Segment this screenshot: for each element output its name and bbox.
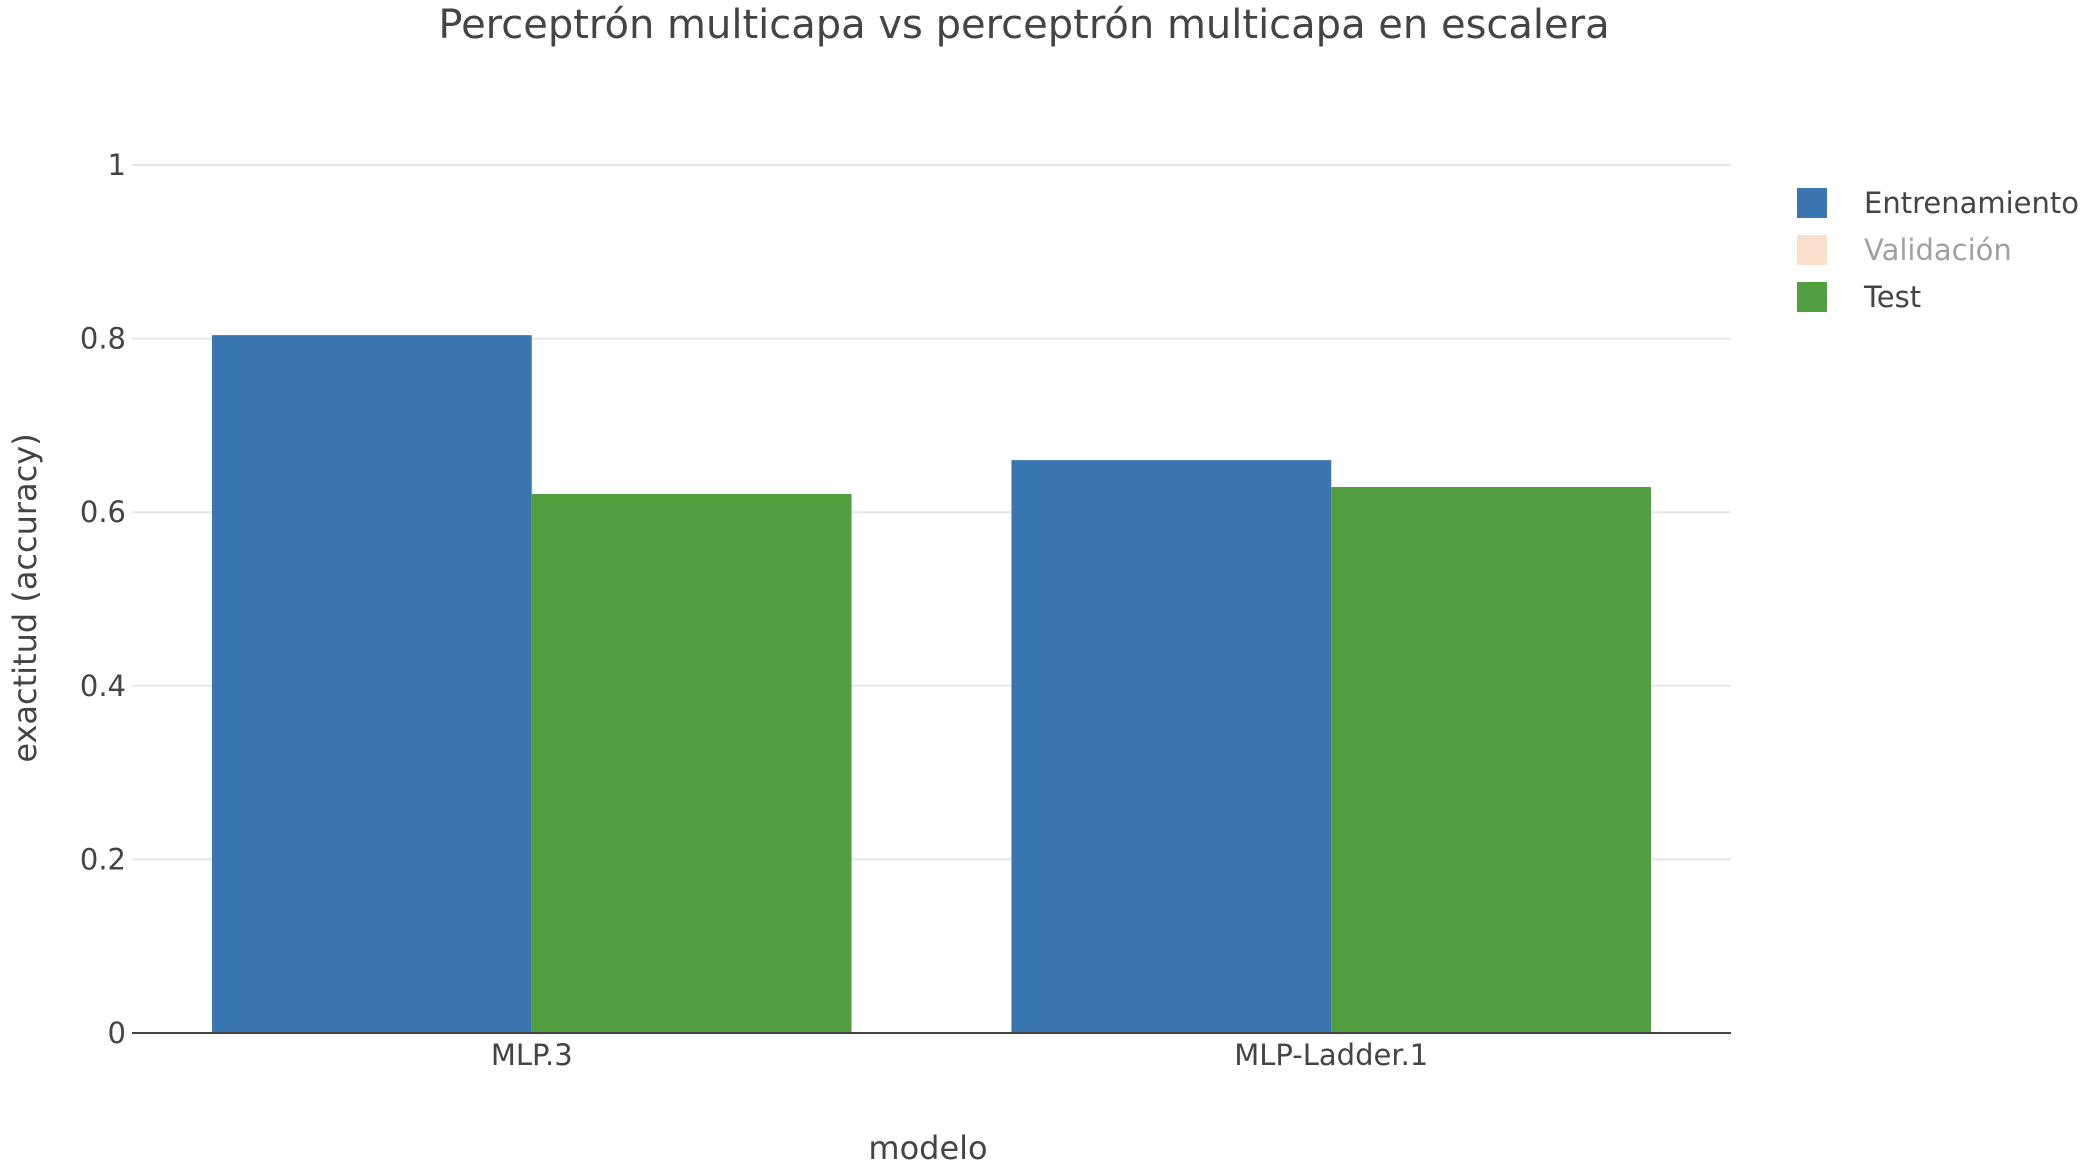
legend-label: Validación [1864,233,2012,267]
legend-swatch [1797,282,1827,312]
y-tick-label: 0.2 [80,842,126,876]
y-axis-ticks: 0 0.2 0.4 0.6 0.8 1 [80,148,126,1050]
chart-title: Perceptrón multicapa vs perceptrón multi… [438,2,1609,48]
legend-item[interactable]: Validación [1797,233,2012,267]
bar[interactable] [211,335,532,1033]
bar[interactable] [531,493,852,1033]
y-tick-label: 0.4 [80,669,126,703]
y-tick-label: 0.6 [80,495,126,529]
bar[interactable] [1331,487,1652,1033]
x-axis-ticks: MLP.3 MLP-Ladder.1 [491,1038,1428,1072]
x-axis-title: modelo [868,1129,987,1167]
bars [211,335,1652,1033]
legend[interactable]: Entrenamiento Validación Test [1797,186,2079,314]
x-tick-label: MLP-Ladder.1 [1234,1038,1428,1072]
legend-label: Entrenamiento [1864,186,2079,220]
y-tick-label: 1 [108,148,126,182]
legend-item[interactable]: Test [1797,280,1921,314]
y-tick-label: 0 [108,1016,126,1050]
y-axis-title: exactitud (accuracy) [6,433,44,762]
y-tick-label: 0.8 [80,322,126,356]
legend-swatch [1797,188,1827,218]
bar[interactable] [1011,460,1332,1033]
legend-item[interactable]: Entrenamiento [1797,186,2079,220]
legend-label: Test [1863,280,1921,314]
x-tick-label: MLP.3 [491,1038,573,1072]
legend-swatch [1797,235,1827,265]
